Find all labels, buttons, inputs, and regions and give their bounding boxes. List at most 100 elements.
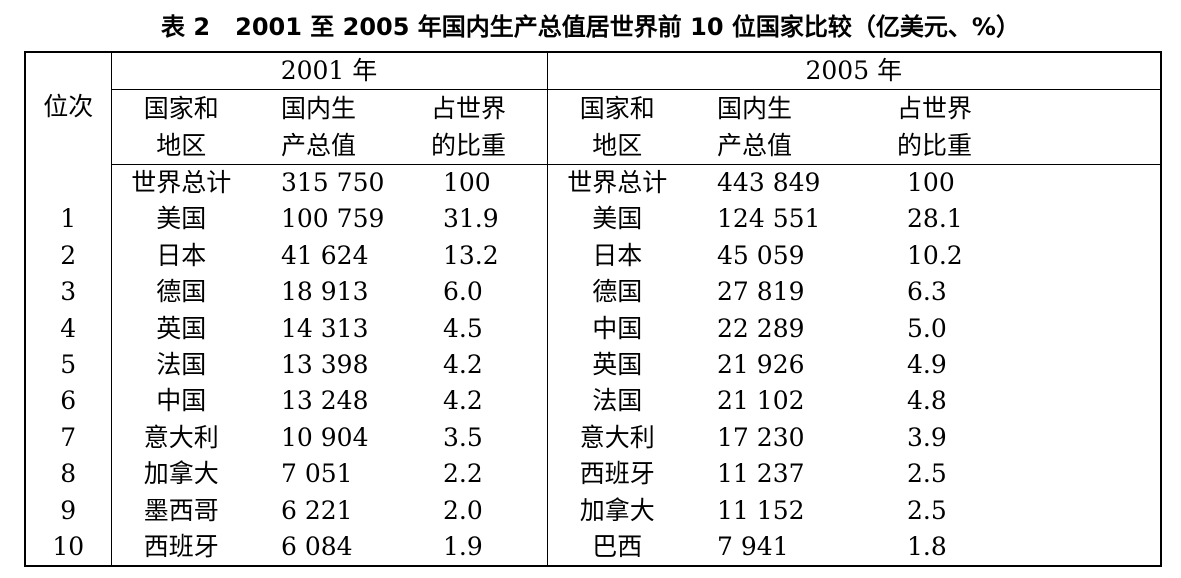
rank-cell: 10	[24, 529, 112, 568]
share-2005-cell: 4.9	[867, 347, 1163, 384]
rank-cell	[24, 164, 112, 202]
share-2001-cell: 4.2	[443, 386, 483, 416]
share-2005-cell: 5.0	[867, 310, 1163, 348]
country-2005-cell: 中国	[546, 310, 688, 348]
country-2001-cell: 意大利	[143, 422, 219, 452]
share-2005-cell: 2.5	[867, 492, 1163, 530]
share-2001-cell: 100	[443, 168, 491, 197]
header-share-line2: 的比重	[431, 131, 507, 160]
rank-cell: 7	[24, 419, 112, 457]
table-row: 6 中国 13 248 4.2 法国 21 102 4.8	[24, 383, 1163, 420]
gdp-2005-cell: 45 059	[717, 240, 805, 270]
share-2001-cell: 13.2	[443, 240, 499, 270]
table-row: 10 西班牙 6 084 1.9 巴西 7 941 1.8	[24, 529, 1163, 568]
header-share-2001: 占世界 的比重	[423, 89, 548, 165]
country-2001-cell: 英国	[156, 313, 207, 343]
country-2005-cell: 日本	[546, 237, 688, 275]
rank-cell: 3	[24, 274, 112, 311]
gdp-2001-cell: 100 759	[281, 204, 385, 234]
gdp-2001-cell: 13 398	[281, 350, 369, 380]
header-rank: 位次	[24, 51, 112, 165]
share-2001-cell: 4.2	[443, 350, 483, 380]
share-2001-cell: 6.0	[443, 277, 483, 307]
gdp-2001-cell: 18 913	[281, 277, 369, 307]
header-gdp-line1: 国内生	[281, 94, 357, 123]
table-row: 8 加拿大 7 051 2.2 西班牙 11 237 2.5	[24, 456, 1163, 493]
table-row: 9 墨西哥 6 221 2.0 加拿大 11 152 2.5	[24, 492, 1163, 530]
gdp-2005-cell: 7 941	[687, 529, 868, 568]
header-country-2001: 国家和 地区	[111, 89, 251, 165]
rank-cell: 4	[24, 310, 112, 348]
header-gdp-2005: 国内生 产总值	[687, 89, 868, 165]
gdp-2005-cell: 21 926	[717, 350, 805, 380]
country-2001-cell: 墨西哥	[143, 495, 219, 525]
rank-cell: 2	[24, 237, 112, 275]
table-row: 2 日本 41 624 13.2 日本 45 059 10.2	[24, 237, 1163, 275]
header-year-2005: 2005 年	[546, 51, 1163, 90]
table-row: 5 法国 13 398 4.2 英国 21 926 4.9	[24, 347, 1163, 384]
share-2001-cell: 31.9	[443, 204, 499, 234]
gdp-2001-cell: 10 904	[281, 422, 369, 452]
share-2001-cell: 2.0	[443, 495, 483, 525]
country-2001-cell: 美国	[156, 204, 207, 234]
gdp-2001-cell: 315 750	[281, 168, 385, 197]
country-2005-cell: 德国	[546, 274, 688, 311]
header-gdp-2001: 国内生 产总值	[251, 89, 423, 165]
header-country-2005: 国家和 地区	[546, 89, 688, 165]
country-2001-cell: 中国	[156, 386, 207, 416]
gdp-2005-cell: 17 230	[717, 422, 805, 452]
gdp-2001-cell: 7 051	[281, 459, 353, 489]
share-2005-cell: 100	[867, 164, 1163, 202]
share-2005-cell: 6.3	[867, 274, 1163, 311]
share-2005-cell: 3.9	[867, 419, 1163, 457]
table-row: 1 美国 100 759 31.9 美国 124 551 28.1	[24, 201, 1163, 238]
country-2005-cell: 加拿大	[546, 492, 688, 530]
share-2005-cell: 28.1	[867, 201, 1163, 238]
gdp-2005-cell: 22 289	[717, 313, 805, 343]
share-2005-cell: 4.8	[867, 383, 1163, 420]
country-2005-cell: 西班牙	[546, 456, 688, 493]
gdp-2001-cell: 6 221	[281, 495, 353, 525]
gdp-2001-cell: 13 248	[281, 386, 369, 416]
table-body: 世界总计 315 750 100 世界总计 443 849 100 1 美国 100 759 31…	[24, 164, 1163, 568]
country-2001-cell: 世界总计	[131, 168, 232, 197]
rank-cell: 5	[24, 347, 112, 384]
header-year-2001: 2001 年	[111, 51, 548, 90]
share-2001-cell: 4.5	[443, 313, 483, 343]
header-share-line2: 的比重	[897, 131, 973, 160]
header-country-line1: 国家和	[579, 94, 655, 123]
table-row: 世界总计 315 750 100 世界总计 443 849 100	[24, 164, 1163, 202]
country-2005-cell: 美国	[546, 201, 688, 238]
country-2005-cell: 法国	[546, 383, 688, 420]
rank-cell: 1	[24, 201, 112, 238]
country-2005-cell: 意大利	[546, 419, 688, 457]
share-2001-cell: 3.5	[443, 422, 483, 452]
header-share-line1: 占世界	[431, 94, 507, 123]
rank-cell: 8	[24, 456, 112, 493]
table-row: 4 英国 14 313 4.5 中国 22 289 5.0	[24, 310, 1163, 348]
gdp-2005-cell: 443 849	[717, 168, 821, 197]
gdp-comparison-table: 位次 2001 年 2005 年 国家和 地区 国内生 产总值 占世界 的比重 …	[24, 51, 1163, 568]
gdp-2005-cell: 124 551	[717, 204, 821, 234]
header-gdp-line2: 产总值	[281, 131, 357, 160]
share-2005-cell: 1.8	[867, 529, 1163, 568]
country-2005-cell: 巴西	[546, 529, 688, 568]
country-2001-cell: 加拿大	[143, 459, 219, 489]
country-2001-cell: 西班牙	[111, 529, 251, 568]
header-share-line1: 占世界	[897, 94, 973, 123]
gdp-2001-cell: 41 624	[281, 240, 369, 270]
country-2005-cell: 英国	[546, 347, 688, 384]
share-2001-cell: 1.9	[423, 529, 548, 568]
country-2005-cell: 世界总计	[546, 164, 688, 202]
header-country-line1: 国家和	[143, 94, 219, 123]
table-row: 7 意大利 10 904 3.5 意大利 17 230 3.9	[24, 419, 1163, 457]
country-2001-cell: 日本	[156, 240, 207, 270]
rank-cell: 6	[24, 383, 112, 420]
table-row: 3 德国 18 913 6.0 德国 27 819 6.3	[24, 274, 1163, 311]
header-share-2005: 占世界 的比重	[867, 89, 1163, 165]
rank-cell: 9	[24, 492, 112, 530]
gdp-2001-cell: 14 313	[281, 313, 369, 343]
gdp-2005-cell: 11 152	[717, 495, 805, 525]
gdp-2005-cell: 11 237	[717, 459, 805, 489]
header-country-line2: 地区	[592, 131, 643, 160]
